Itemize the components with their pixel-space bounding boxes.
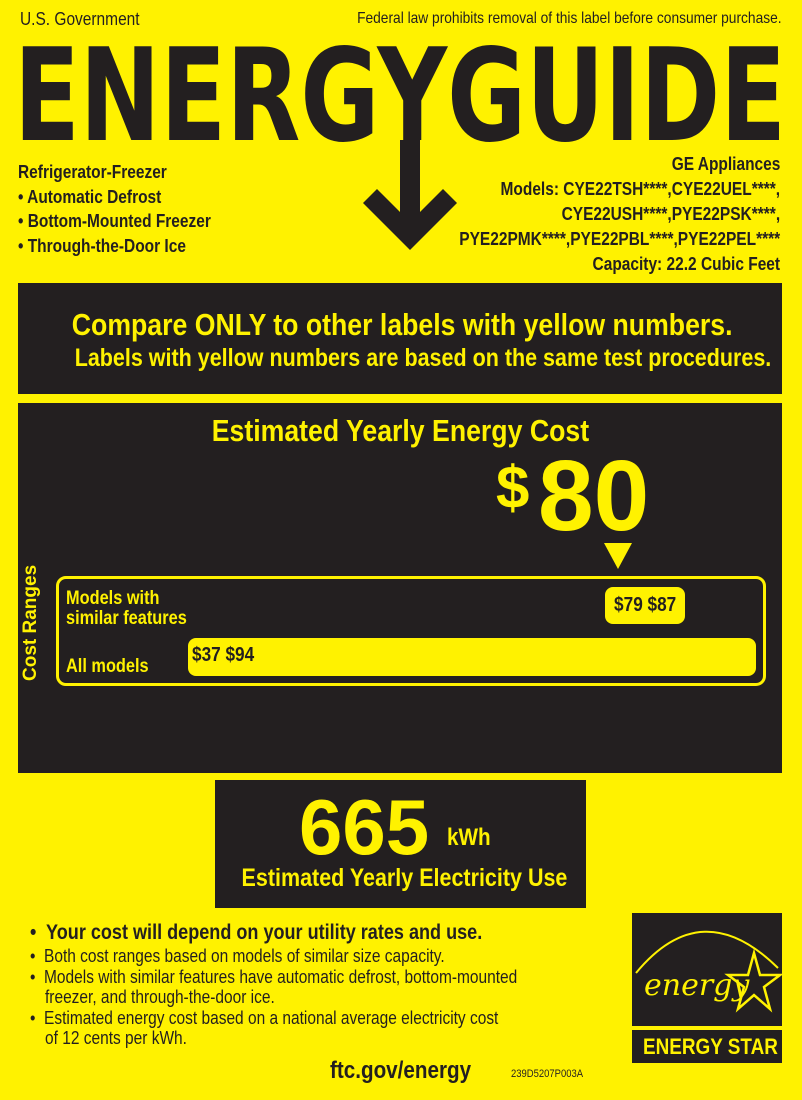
model-line: Models: CYE22TSH****,CYE22UEL****, (500, 179, 780, 199)
similar-high: $87 (647, 594, 677, 616)
removal-notice: Federal law prohibits removal of this la… (357, 10, 782, 27)
notes-list: • Both cost ranges based on models of si… (30, 946, 597, 1049)
model-line: PYE22PMK****,PYE22PBL****,PYE22PEL**** (459, 229, 780, 249)
product-type: Refrigerator-Freezer (18, 162, 167, 182)
similar-range-bar: $79 $87 (605, 587, 685, 624)
electricity-panel: 665 kWh Estimated Yearly Electricity Use (215, 780, 586, 908)
electricity-unit: kWh (447, 824, 491, 851)
all-models-label: All models (66, 656, 149, 677)
cost-panel: Estimated Yearly Energy Cost $ 80 Cost R… (18, 403, 782, 773)
energy-star-label: ENERGY STAR (642, 1034, 778, 1059)
electricity-label: Estimated Yearly Electricity Use (241, 864, 568, 892)
cost-title: Estimated Yearly Energy Cost (211, 413, 589, 448)
compare-line-1: Compare ONLY to other labels with yellow… (71, 307, 733, 342)
model-line: CYE22USH****,PYE22PSK****, (561, 204, 780, 224)
all-high: $94 (225, 644, 255, 666)
energy-star-icon: energy (635, 930, 784, 1013)
cost-ranges-label: Cost Ranges (20, 564, 41, 681)
cost-value: 80 (538, 440, 650, 552)
note-item-continued: freezer, and through-the-door ice. (45, 987, 275, 1007)
note-item: • Models with similar features have auto… (30, 966, 518, 987)
energy-star-logo: energy ENERGY STAR (632, 913, 784, 1063)
similar-low: $79 (613, 594, 643, 616)
compare-panel: Compare ONLY to other labels with yellow… (18, 283, 782, 394)
manufacturer-info: GE Appliances Models: CYE22TSH****,CYE22… (407, 152, 780, 277)
electricity-value: 665 (299, 783, 430, 871)
government-label: U.S. Government (20, 9, 140, 29)
product-info: Refrigerator-Freezer • Automatic Defrost… (18, 160, 242, 258)
note-item: • Estimated energy cost based on a natio… (30, 1007, 499, 1028)
manufacturer-name: GE Appliances (671, 154, 780, 174)
all-low: $37 (192, 644, 221, 666)
ftc-url[interactable]: ftc.gov/energy (330, 1057, 472, 1084)
feature-item: • Bottom-Mounted Freezer (18, 211, 211, 231)
cost-ranges-frame (56, 576, 766, 686)
similar-label: Models with similar features (66, 588, 187, 629)
compare-line-2: Labels with yellow numbers are based on … (74, 344, 772, 372)
capacity: Capacity: 22.2 Cubic Feet (592, 254, 780, 274)
feature-item: • Through-the-Door Ice (18, 235, 186, 256)
note-item: • Both cost ranges based on models of si… (30, 946, 445, 966)
label-code: 239D5207P003A (511, 1068, 584, 1080)
cost-currency: $ (496, 454, 530, 521)
cost-marker-icon (604, 543, 632, 569)
note-main: • Your cost will depend on your utility … (30, 921, 483, 944)
svg-text:energy: energy (644, 968, 750, 1003)
note-item-continued: of 12 cents per kWh. (45, 1028, 187, 1048)
feature-item: • Automatic Defrost (18, 186, 162, 207)
energyguide-logo: ENERGYGUIDE (14, 22, 786, 250)
arrow-down-icon (363, 140, 457, 250)
all-models-range-bar: $37 $94 (188, 638, 756, 676)
